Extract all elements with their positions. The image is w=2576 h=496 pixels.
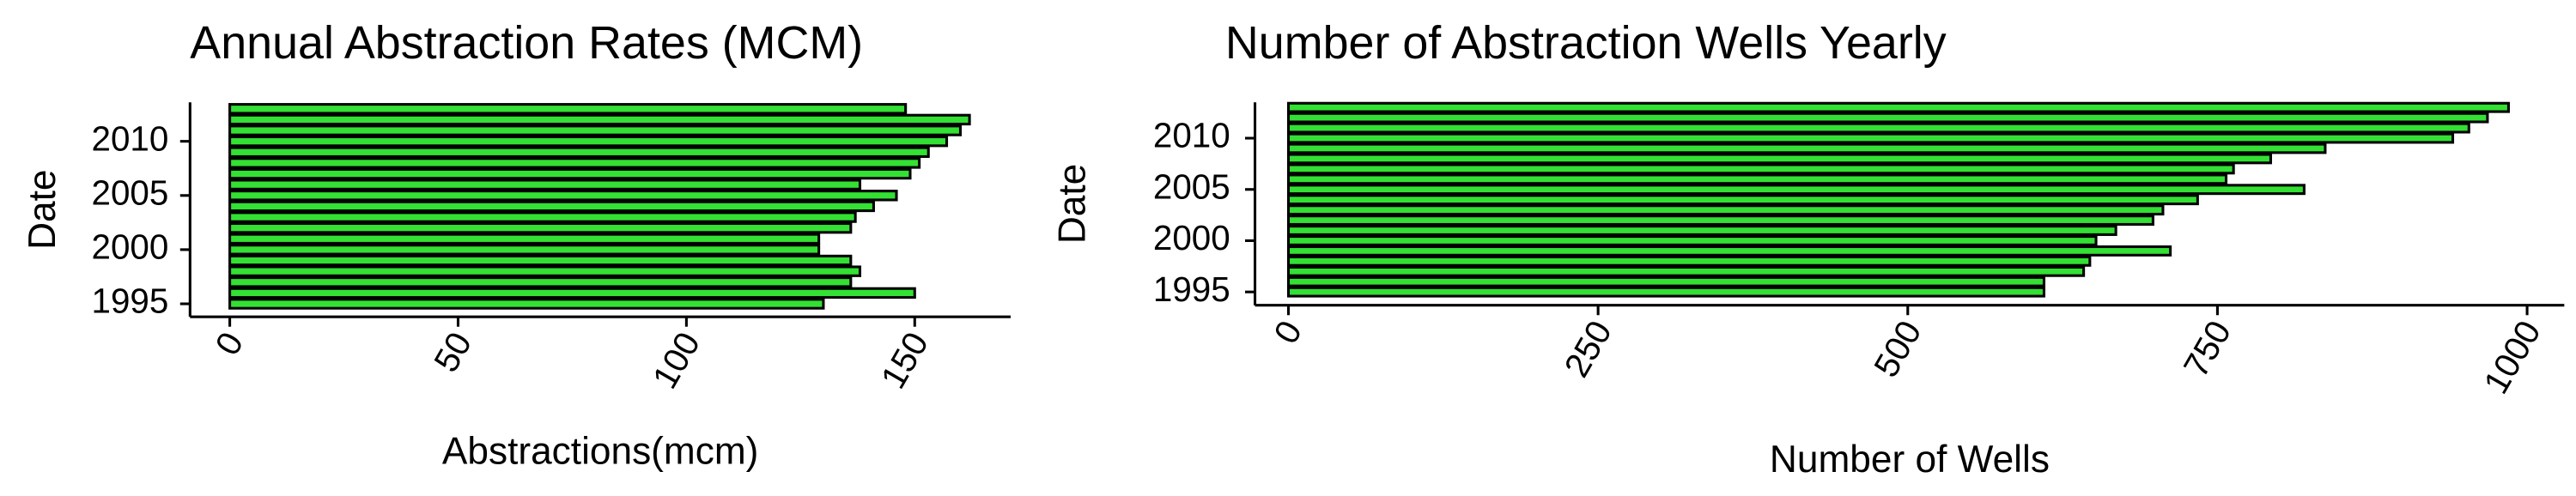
x-tick-label: 0 <box>1266 314 1309 350</box>
bar <box>228 157 921 169</box>
bar <box>228 221 853 234</box>
bar <box>228 287 916 299</box>
bar <box>228 265 862 277</box>
bar <box>228 276 853 288</box>
bar <box>1286 194 2199 206</box>
y-tick-label: 2005 <box>1153 166 1230 206</box>
x-tick-label: 1000 <box>2476 314 2549 401</box>
bar <box>1286 245 2172 257</box>
chart-title: Annual Abstraction Rates (MCM) <box>190 17 863 69</box>
bar <box>1286 153 2272 165</box>
y-tick-label: 2010 <box>92 118 169 158</box>
x-axis-title: Number of Wells <box>1770 439 2050 481</box>
x-tick-label: 250 <box>1556 314 1619 384</box>
y-axis-title: Date <box>21 169 64 249</box>
bar <box>228 178 862 191</box>
bar <box>1286 235 2098 246</box>
y-tick-label: 2000 <box>1153 218 1230 257</box>
bar <box>228 124 963 136</box>
x-tick-label: 500 <box>1866 314 1929 384</box>
x-tick-label: 0 <box>207 325 251 361</box>
bar <box>228 233 821 245</box>
bar <box>1286 112 2489 124</box>
y-tick-label: 2005 <box>92 172 169 212</box>
bar <box>1286 255 2092 267</box>
chart-title: Number of Abstraction Wells Yearly <box>1225 17 1947 69</box>
bar <box>1286 225 2117 236</box>
bar <box>228 254 853 267</box>
bar <box>1286 142 2327 154</box>
bar <box>1286 184 2306 196</box>
y-axis-title: Date <box>1052 164 1094 244</box>
y-tick-label: 1995 <box>1153 269 1230 309</box>
bar <box>1286 101 2510 113</box>
bar <box>1286 173 2228 185</box>
bar <box>228 298 825 310</box>
bar <box>228 244 821 256</box>
x-axis-title: Abstractions(mcm) <box>442 430 759 472</box>
bar <box>228 113 971 126</box>
x-tick-label: 750 <box>2176 314 2239 384</box>
bar <box>228 200 875 213</box>
bar <box>1286 204 2165 216</box>
bar <box>1286 163 2235 175</box>
bar <box>228 211 857 223</box>
x-tick-label: 100 <box>645 325 708 395</box>
y-tick-label: 2000 <box>92 227 169 267</box>
bar <box>1286 215 2154 227</box>
bar <box>228 190 898 202</box>
x-tick-label: 150 <box>873 325 937 395</box>
bar <box>228 167 912 180</box>
bar <box>228 135 949 148</box>
y-tick-label: 1995 <box>92 281 169 321</box>
bar <box>1286 122 2470 134</box>
bar <box>1286 286 2045 298</box>
bar <box>228 103 908 115</box>
bar <box>1286 265 2086 277</box>
bar <box>228 146 930 159</box>
x-tick-label: 50 <box>426 325 479 378</box>
bar <box>1286 275 2045 287</box>
bar <box>1286 132 2455 144</box>
y-tick-label: 2010 <box>1153 116 1230 155</box>
